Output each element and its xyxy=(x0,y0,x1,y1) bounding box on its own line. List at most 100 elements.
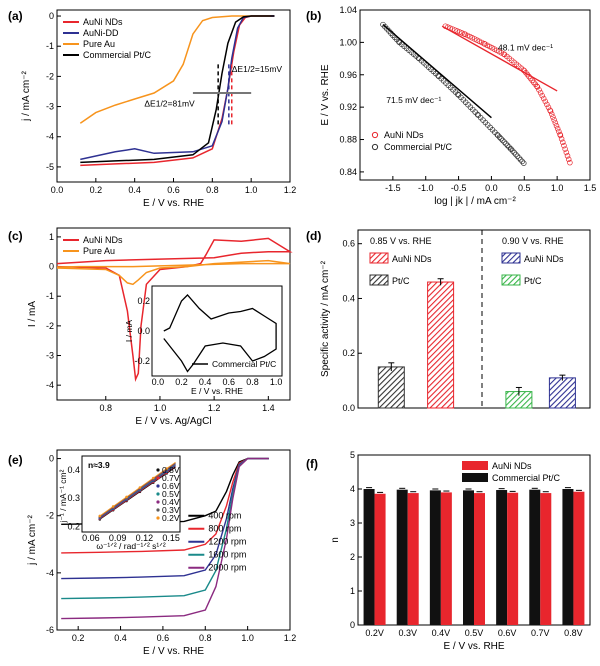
data-point xyxy=(508,146,514,152)
data-point xyxy=(455,91,461,98)
y-tick-label: -2 xyxy=(46,511,54,521)
x-tick-label: 0.2 xyxy=(72,633,85,643)
y-tick-label: 5 xyxy=(350,450,355,460)
legend-swatch xyxy=(501,274,521,286)
y-tick-label: -2 xyxy=(46,71,54,81)
y-axis-label: j / mA cm⁻² xyxy=(27,514,38,565)
legend-2: 1200 rpm xyxy=(208,537,246,547)
y-tick-label: 3 xyxy=(350,518,355,528)
inset-y-tick: 0.2 xyxy=(137,296,150,306)
legend-1: Commercial Pt/C xyxy=(384,142,453,152)
data-point xyxy=(459,30,465,36)
bar-commercial-pt-c xyxy=(529,489,541,625)
inset-point xyxy=(125,495,128,499)
inset-x-tick: 0.15 xyxy=(162,533,180,543)
data-point xyxy=(514,153,521,159)
inset-y-tick: -0.2 xyxy=(134,356,150,366)
data-point xyxy=(557,132,564,139)
data-point xyxy=(554,125,561,132)
inset-x-tick: 0.06 xyxy=(82,533,100,543)
y-tick-label: -3 xyxy=(46,102,54,112)
y-axis-label: n xyxy=(330,537,341,543)
x-tick-label: 0.2 xyxy=(90,185,103,195)
x-tick-label: 0.2V xyxy=(365,628,384,638)
x-axis-label: E / V vs. RHE xyxy=(143,646,204,657)
bar-commercial-pt-c xyxy=(363,489,375,625)
data-point xyxy=(540,95,547,102)
y-tick-label: -1 xyxy=(46,291,54,301)
legend-2: AuNi NDs xyxy=(524,254,564,264)
x-tick-label: 0.5 xyxy=(518,183,531,193)
y-tick-label: -2 xyxy=(46,321,54,331)
data-point xyxy=(524,71,531,78)
series-2000-rpm xyxy=(61,457,269,620)
x-axis-label: log | jk | / mA cm⁻² xyxy=(434,196,516,207)
inset-y-tick: 0.0 xyxy=(137,326,150,336)
legend-marker xyxy=(371,143,379,151)
y-tick-label: -1 xyxy=(46,41,54,51)
bar-pt-c xyxy=(377,366,405,409)
x-tick-label: -1.5 xyxy=(385,183,401,193)
inset-legend-label: 0.5V xyxy=(162,489,180,499)
panel-e-label: (e) xyxy=(8,453,23,467)
x-tick-label: 0.8 xyxy=(100,403,113,413)
x-tick-label: 0.7V xyxy=(531,628,550,638)
data-point xyxy=(549,111,555,117)
data-point xyxy=(547,108,554,114)
y-tick-label: 0 xyxy=(49,454,54,464)
inset-x-tick: 0.2 xyxy=(175,377,188,387)
data-point xyxy=(561,142,567,149)
data-point xyxy=(517,156,524,163)
inset-legend-label: 0.8V xyxy=(162,465,180,475)
inset-legend-label: 0.2V xyxy=(162,513,180,523)
x-tick-label: 1.2 xyxy=(208,403,221,413)
y-tick-label: -3 xyxy=(46,351,54,361)
bar-auni-nds xyxy=(507,492,519,625)
data-point xyxy=(563,149,570,156)
data-point xyxy=(542,98,549,105)
y-tick-label: 0 xyxy=(49,11,54,21)
data-point xyxy=(456,29,463,35)
data-point xyxy=(567,159,573,166)
legend-1: AuNi-DD xyxy=(83,28,119,38)
bar-auni-nds xyxy=(548,377,576,409)
data-point xyxy=(534,84,541,90)
fit-line-ptc xyxy=(382,24,492,119)
data-point xyxy=(435,72,441,79)
data-point xyxy=(452,27,458,33)
series-pure-au xyxy=(79,15,271,124)
y-axis-label: Specific activity / mA cm⁻² xyxy=(320,260,331,377)
legend-2: Pure Au xyxy=(83,39,115,49)
data-point xyxy=(509,148,516,154)
x-tick-label: 0.4 xyxy=(128,185,141,195)
inset-x-tick: 0.8 xyxy=(246,377,259,387)
data-point xyxy=(513,151,519,158)
legend-0: AuNi NDs xyxy=(492,461,532,471)
y-tick-label: -4 xyxy=(46,132,54,142)
legend-0: 400 rpm xyxy=(208,511,241,521)
bar-auni-nds xyxy=(573,491,585,625)
legend-swatch xyxy=(462,473,488,482)
x-tick-label: 1.5 xyxy=(584,183,597,193)
series-auni-nds xyxy=(56,237,293,382)
y-tick-label: 0.92 xyxy=(339,102,357,112)
x-tick-label: 1.0 xyxy=(241,633,254,643)
y-tick-label: -4 xyxy=(46,380,54,390)
inset-legend-label: 0.3V xyxy=(162,505,180,515)
inset-x-tick: 0.6 xyxy=(223,377,236,387)
legend-marker xyxy=(371,131,379,139)
x-tick-label: -1.0 xyxy=(418,183,434,193)
data-point xyxy=(553,123,560,129)
data-point xyxy=(544,101,550,108)
panel-b-frame xyxy=(359,9,591,181)
annotation-slope-auni: 48.1 mV dec⁻¹ xyxy=(498,42,553,52)
y-tick-label: 0.84 xyxy=(339,167,357,177)
inset-legend-label: 0.7V xyxy=(162,473,180,483)
y-tick-label: 0.0 xyxy=(342,403,355,413)
legend-swatch xyxy=(501,252,521,264)
y-axis-label: j / mA cm⁻² xyxy=(21,70,32,121)
y-tick-label: -4 xyxy=(46,568,54,578)
data-point xyxy=(495,132,501,139)
data-point xyxy=(499,137,506,144)
